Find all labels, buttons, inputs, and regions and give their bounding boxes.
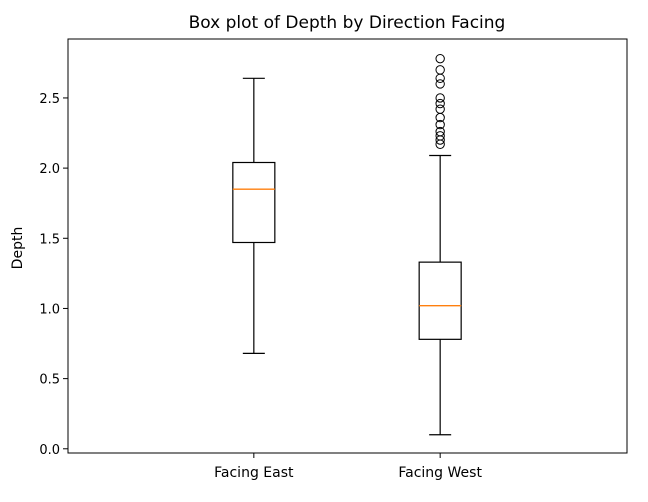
y-tick-label: 1.0 <box>39 302 60 317</box>
x-tick-label: Facing West <box>398 465 482 481</box>
outlier-point <box>435 104 445 114</box>
outlier-point <box>435 119 445 130</box>
outlier-point <box>435 131 445 141</box>
x-tick-label: Facing East <box>214 465 294 481</box>
plot-area: 0.0 0.5 1.0 1.5 2.0 2.5 Facing East Facing West <box>39 38 628 481</box>
outlier-point <box>435 73 445 83</box>
outlier-point <box>435 126 445 137</box>
y-tick-label: 0.5 <box>39 373 60 388</box>
y-tick-label: 0.0 <box>39 443 60 458</box>
outlier-point <box>435 79 445 89</box>
box-iqr <box>418 261 462 340</box>
outlier-point <box>435 65 445 75</box>
outlier-point <box>435 98 445 109</box>
outlier-point <box>435 53 445 64</box>
outlier-point <box>435 93 445 103</box>
y-tick-label: 2.5 <box>39 92 60 107</box>
y-axis-label: Depth <box>10 227 26 270</box>
y-tick-label: 1.5 <box>39 232 60 247</box>
plot-frame <box>67 38 628 454</box>
chart-title: Box plot of Depth by Direction Facing <box>189 13 506 33</box>
box-iqr <box>232 161 276 244</box>
y-tick-label: 2.0 <box>39 162 60 177</box>
